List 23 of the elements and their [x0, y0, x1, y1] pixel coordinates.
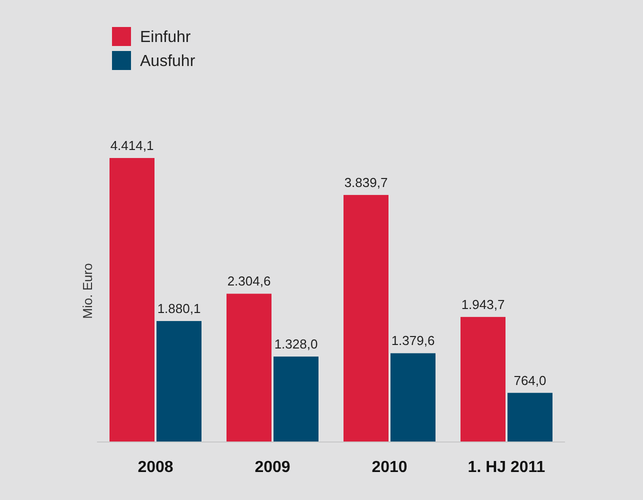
x-tick-label: 2009 [254, 459, 290, 476]
legend-label: Ausfuhr [140, 53, 196, 70]
bar [460, 316, 506, 442]
data-label: 2.304,6 [227, 274, 271, 289]
bar [156, 321, 202, 442]
data-label: 1.880,1 [157, 301, 201, 316]
x-tick-label: 1. HJ 2011 [468, 459, 546, 476]
legend-label: Einfuhr [140, 29, 192, 46]
data-label: 764,0 [514, 372, 546, 388]
x-tick-label: 2008 [138, 459, 174, 476]
bar [226, 294, 272, 442]
bar [110, 158, 154, 442]
x-tick-label: 2010 [372, 459, 408, 476]
data-label: 3.839,7 [344, 174, 388, 190]
bar [274, 356, 318, 442]
bar [344, 194, 388, 442]
data-label: 4.414,1 [110, 138, 154, 153]
y-axis-title: Mio. Euro [80, 263, 95, 319]
bar [390, 353, 436, 442]
bar [508, 392, 552, 442]
data-label: 1.943,7 [461, 296, 505, 312]
data-label: 1.379,6 [391, 333, 435, 348]
data-label: 1.328,0 [274, 336, 318, 352]
